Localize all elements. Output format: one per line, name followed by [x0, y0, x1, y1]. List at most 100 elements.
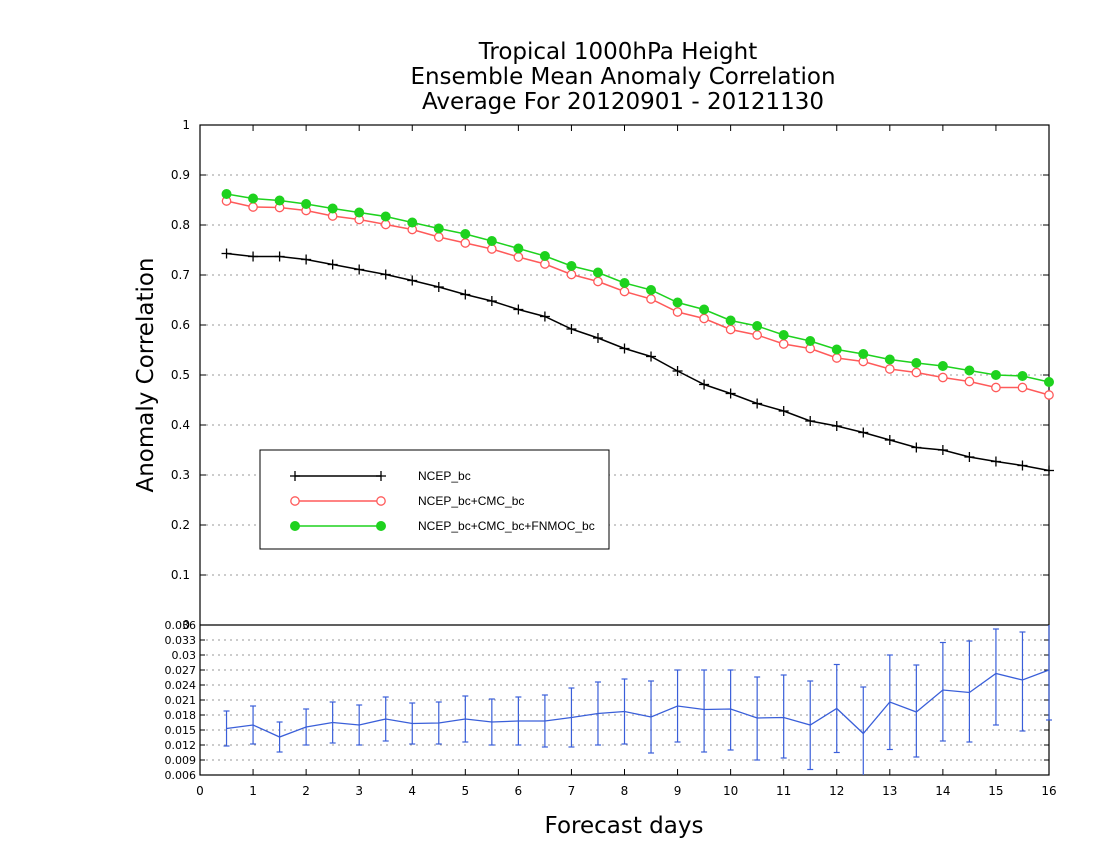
- x-tick-label: 10: [723, 784, 738, 798]
- legend: NCEP_bc NCEP_bc+CMC_bc NCEP_bc+CMC_bc+FNMO…: [259, 449, 610, 550]
- data-point: [248, 251, 259, 262]
- data-point: [460, 289, 471, 300]
- data-point: [433, 282, 444, 292]
- data-point: [884, 435, 895, 445]
- series-line: [226, 252, 1050, 472]
- legend-item: NCEP_bc+CMC_bc+FNMOC_bc: [290, 519, 595, 533]
- data-point: [699, 304, 710, 315]
- data-point: [646, 285, 657, 295]
- data-point: [221, 189, 232, 199]
- legend-marker: [290, 471, 300, 481]
- data-point: [911, 442, 922, 453]
- data-point: [407, 275, 418, 286]
- legend-label: NCEP_bc+CMC_bc: [418, 494, 524, 508]
- sub-y-tick-label: 0.006: [165, 769, 197, 782]
- data-point: [301, 199, 312, 209]
- data-point: [354, 264, 365, 275]
- error-bar: [913, 664, 920, 758]
- sub-y-tick-label: 0.009: [165, 754, 197, 767]
- sub-y-tick-label: 0.021: [165, 694, 197, 707]
- error-bar: [780, 674, 787, 759]
- data-point: [619, 286, 630, 297]
- chart-title-line-1: Tropical 1000hPa Height: [478, 39, 758, 65]
- y-tick-label: 0: [182, 618, 190, 632]
- data-point: [460, 229, 471, 239]
- data-point: [539, 251, 550, 261]
- data-point: [301, 254, 312, 265]
- error-bar: [860, 686, 867, 775]
- y-tick-label: 0.6: [171, 318, 190, 332]
- data-point: [380, 219, 391, 230]
- x-tick-label: 1: [249, 784, 257, 798]
- data-point: [592, 267, 603, 278]
- series-1: [221, 248, 1054, 476]
- sub-y-tick-label: 0.036: [165, 619, 197, 632]
- data-point: [911, 367, 922, 378]
- data-point: [1017, 460, 1028, 471]
- legend-marker: [376, 521, 386, 531]
- data-point: [354, 207, 365, 218]
- error-bar: [939, 641, 946, 742]
- data-point: [699, 313, 709, 324]
- spread-line: [226, 669, 1050, 738]
- data-point: [884, 364, 895, 374]
- sub-y-tick-label: 0.033: [165, 634, 197, 647]
- x-tick-label: 7: [568, 784, 576, 798]
- error-bar: [1019, 631, 1026, 732]
- data-point: [805, 416, 816, 426]
- data-point: [725, 388, 736, 399]
- series-2: [221, 196, 1054, 400]
- y-tick-label: 0.7: [171, 268, 190, 282]
- data-point: [672, 297, 683, 308]
- y-tick-label: 1: [182, 118, 190, 132]
- chart-title: Tropical 1000hPa Height Ensemble Mean An…: [410, 39, 835, 115]
- x-tick-label: 4: [408, 784, 416, 798]
- data-point: [592, 333, 603, 343]
- sub-y-tick-label: 0.024: [165, 679, 197, 692]
- data-point: [566, 261, 577, 271]
- data-point: [513, 252, 524, 262]
- main-series-layer: [221, 189, 1054, 476]
- data-point: [1017, 371, 1028, 381]
- data-point: [884, 354, 895, 365]
- series-3: [221, 189, 1054, 387]
- sub-y-tick-label: 0.012: [165, 739, 197, 752]
- error-bar: [727, 669, 734, 751]
- x-tick-label: 16: [1041, 784, 1056, 798]
- error-bar: [1046, 625, 1052, 721]
- x-tick-label: 0: [196, 784, 204, 798]
- sub-y-tick-label: 0.015: [165, 724, 197, 737]
- data-point: [486, 236, 497, 246]
- x-tick-label: 14: [935, 784, 950, 798]
- x-tick-label: 9: [674, 784, 682, 798]
- data-point: [646, 294, 656, 304]
- error-bar: [966, 640, 973, 743]
- data-point: [407, 217, 418, 228]
- spread-series: [223, 625, 1052, 775]
- chart-title-line-2: Ensemble Mean Anomaly Correlation: [410, 64, 835, 90]
- data-point: [327, 259, 338, 270]
- legend-marker: [376, 471, 386, 481]
- data-point: [539, 311, 550, 322]
- data-point: [778, 406, 789, 416]
- data-point: [566, 324, 577, 334]
- sub-y-tick-label: 0.03: [172, 649, 197, 662]
- data-point: [274, 195, 285, 206]
- data-point: [911, 358, 922, 368]
- data-point: [778, 330, 789, 340]
- data-point: [964, 365, 975, 376]
- data-point: [937, 445, 948, 455]
- y-tick-label: 0.4: [171, 418, 190, 432]
- data-point: [593, 276, 603, 287]
- legend-label: NCEP_bc+CMC_bc+FNMOC_bc: [418, 519, 595, 533]
- data-point: [380, 269, 391, 280]
- x-tick-label: 5: [461, 784, 469, 798]
- data-point: [1017, 382, 1028, 393]
- x-tick-label: 12: [829, 784, 844, 798]
- data-point: [831, 421, 842, 431]
- y-tick-label: 0.3: [171, 468, 190, 482]
- sub-series-layer: [223, 625, 1052, 775]
- data-point: [1044, 377, 1054, 387]
- error-bar: [992, 628, 999, 726]
